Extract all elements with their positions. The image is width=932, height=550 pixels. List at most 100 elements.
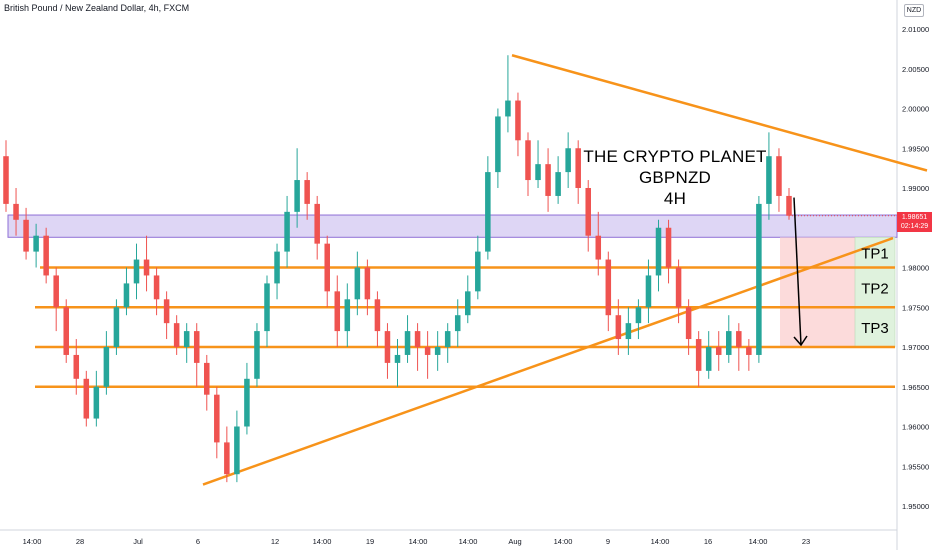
candle-body — [726, 331, 732, 355]
candle-body — [103, 347, 110, 387]
candle-body — [434, 347, 441, 355]
candle-body — [274, 251, 280, 284]
candle-body — [715, 347, 722, 355]
candle-body — [705, 347, 712, 371]
candle-body — [756, 203, 762, 355]
candle-body — [766, 156, 772, 204]
candle-body — [234, 426, 240, 475]
candle-body — [444, 331, 451, 347]
supply-zone — [7, 214, 898, 238]
candle-body — [264, 283, 270, 332]
x-tick-label: 16 — [704, 537, 712, 546]
candle-body — [113, 307, 120, 347]
projection-arrow-head — [793, 335, 808, 347]
candle-body — [404, 331, 411, 355]
candle-body — [555, 172, 561, 196]
candle-body — [525, 140, 531, 181]
x-tick-label: 14:00 — [651, 537, 670, 546]
candle-body — [786, 195, 792, 216]
candle-body — [3, 156, 9, 204]
candle-body — [465, 291, 471, 316]
candle-body — [334, 291, 341, 332]
candle-body — [535, 164, 541, 181]
candle-body — [294, 180, 300, 212]
candle-body — [515, 100, 521, 141]
candle-body — [354, 267, 361, 300]
y-tick-label: 1.95500 — [902, 462, 929, 471]
x-tick-label: 23 — [802, 537, 810, 546]
candle-body — [204, 362, 210, 395]
x-tick-label: 12 — [271, 537, 279, 546]
candle-body — [193, 331, 200, 363]
candle-body — [485, 172, 491, 252]
annotation-line-3: 4H — [663, 189, 687, 208]
candle-body — [605, 259, 612, 316]
candles-group — [3, 55, 792, 483]
symbol-title: British Pound / New Zealand Dollar, 4h, … — [4, 3, 190, 13]
candle-body — [73, 354, 80, 379]
candle-body — [143, 259, 150, 276]
ascending-trendline — [202, 236, 894, 486]
x-tick-label: 28 — [76, 537, 84, 546]
y-tick-label: 2.00500 — [902, 65, 929, 74]
candle-body — [374, 299, 381, 332]
candle-body — [394, 354, 401, 363]
y-tick-label: 1.96500 — [902, 383, 929, 392]
projection-arrow-shaft — [793, 197, 802, 346]
candle-body — [123, 283, 130, 308]
target-zone — [780, 237, 855, 347]
last-price-tag: 1.98651 02:14:29 — [897, 212, 932, 232]
tp-label: TP2 — [861, 280, 889, 297]
candle-body — [344, 299, 351, 332]
y-tick-label: 1.96000 — [902, 423, 929, 432]
candle-body — [133, 259, 140, 284]
candle-body — [625, 323, 632, 340]
candle-body — [454, 315, 461, 332]
candle-body — [183, 331, 190, 347]
tp-label: TP1 — [861, 245, 889, 262]
currency-badge[interactable]: NZD — [904, 4, 924, 17]
candle-body — [163, 299, 170, 324]
candle-body — [324, 243, 330, 292]
x-tick-label: 6 — [196, 537, 200, 546]
candle-body — [304, 180, 310, 204]
candle-body — [23, 219, 29, 252]
descending-trendline — [511, 54, 928, 172]
candle-body — [13, 203, 19, 220]
x-tick-label: Aug — [508, 537, 521, 546]
candle-body — [655, 227, 662, 276]
candle-body — [635, 307, 642, 324]
y-tick-label: 1.97000 — [902, 343, 929, 352]
candle-body — [595, 235, 602, 260]
candle-body — [575, 148, 581, 188]
candle-body — [83, 378, 90, 419]
x-tick-label: 14:00 — [23, 537, 42, 546]
candle-body — [254, 331, 260, 379]
annotation-line-2: GBPNZD — [638, 168, 712, 187]
candle-body — [224, 442, 230, 475]
candle-body — [545, 164, 551, 196]
candle-body — [33, 235, 39, 252]
candle-body — [244, 378, 250, 427]
candle-body — [565, 148, 571, 173]
candle-body — [284, 211, 290, 252]
y-tick-label: 1.99500 — [902, 144, 929, 153]
last-price-value: 1.98651 — [901, 214, 928, 221]
candle-body — [776, 156, 782, 196]
candle-body — [585, 188, 591, 236]
annotation-line-1: THE CRYPTO PLANET — [583, 147, 767, 166]
x-tick-label: 14:00 — [313, 537, 332, 546]
candle-body — [53, 275, 59, 308]
chart-annotation: THE CRYPTO PLANET GBPNZD 4H — [560, 146, 790, 209]
candle-body — [63, 307, 69, 355]
candle-body — [43, 235, 49, 276]
tp-label: TP3 — [861, 320, 889, 337]
candle-body — [93, 386, 100, 419]
x-tick-label: 14:00 — [459, 537, 478, 546]
y-tick-label: 2.01000 — [902, 25, 929, 34]
candle-body — [675, 267, 682, 308]
candle-body — [414, 331, 421, 347]
candle-body — [384, 331, 391, 363]
x-tick-label: 14:00 — [749, 537, 768, 546]
